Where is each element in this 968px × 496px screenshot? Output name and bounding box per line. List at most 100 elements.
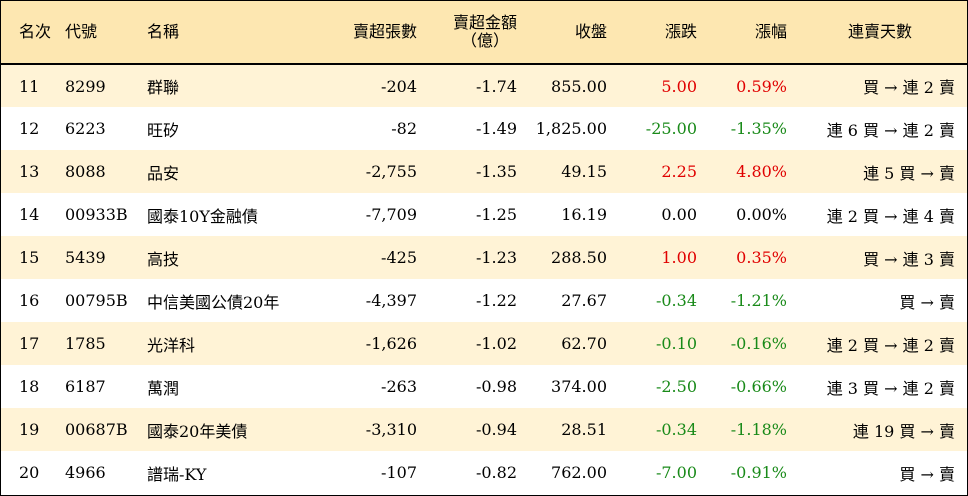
header-close[interactable]: 收盤 [574,22,607,41]
cell-close: 49.15 [561,162,607,181]
cell-change-pct: -0.16% [730,334,787,353]
cell-net-sell-amount: -1.25 [475,205,517,224]
table-row[interactable]: 19 00687B 國泰20年美債 -3,310 -0.94 28.51 -0.34 -1.1… [1,408,967,451]
cell-rank: 12 [19,119,40,138]
cell-rank: 19 [19,420,40,439]
cell-change-pct: -1.18% [730,420,787,439]
cell-rank: 14 [19,205,40,224]
table-row[interactable]: 17 1785 光洋科 -1,626 -1.02 62.70 -0.10 -0.16% 連 2 … [1,322,967,365]
cell-name: 譜瑞-KY [147,464,207,484]
cell-close: 1,825.00 [535,119,607,138]
table-body: 11 8299 群聯 -204 -1.74 855.00 5.00 0.59% 買 → 連 2 … [1,64,967,494]
cell-code: 6187 [65,377,106,396]
cell-name: 國泰20年美債 [147,421,248,441]
table-row[interactable]: 20 4966 譜瑞-KY -107 -0.82 762.00 -7.00 -0.91% 買 →… [1,451,967,494]
cell-change: -25.00 [645,119,697,138]
cell-change-pct: 0.00% [736,205,787,224]
cell-streak: 連 2 買 → 連 2 賣 [826,335,955,355]
cell-change: -7.00 [655,463,697,482]
cell-close: 288.50 [551,248,607,267]
cell-close: 16.19 [561,205,607,224]
cell-streak: 買 → 連 2 賣 [863,78,955,97]
cell-rank: 18 [19,377,40,396]
cell-net-sell-shares: -204 [381,76,417,96]
cell-net-sell-shares: -7,709 [365,205,417,224]
cell-change: 0.00 [661,205,697,224]
header-net-sell-amount[interactable]: 賣超金額 （億） [423,1,523,64]
header-net-sell-shares[interactable]: 賣超張數 [352,22,417,41]
cell-change-pct: -1.21% [730,291,787,310]
cell-streak: 連 19 買 → 賣 [852,421,955,441]
header-change[interactable]: 漲跌 [664,22,697,41]
header-rank[interactable]: 名次 [19,22,52,41]
cell-change-pct: 0.59% [736,76,787,96]
cell-rank: 17 [19,334,40,353]
cell-net-sell-amount: -1.35 [475,162,517,181]
header-net-sell-amount-unit: （億） [460,31,509,50]
table-row[interactable]: 16 00795B 中信美國公債20年 -4,397 -1.22 27.67 -0.34 -1… [1,279,967,322]
cell-net-sell-amount: -0.82 [475,463,517,482]
header-streak[interactable]: 連賣天數 [847,22,912,41]
cell-rank: 11 [19,76,40,96]
cell-change: -0.34 [655,420,697,439]
table-row[interactable]: 15 5439 高技 -425 -1.23 288.50 1.00 0.35% 買 → 連 3 … [1,236,967,279]
cell-streak: 連 5 買 → 賣 [863,163,955,183]
cell-change-pct: 0.35% [736,248,787,267]
cell-net-sell-shares: -1,626 [365,334,417,353]
cell-net-sell-shares: -107 [381,463,417,482]
cell-name: 中信美國公債20年 [147,292,280,312]
table-row[interactable]: 11 8299 群聯 -204 -1.74 855.00 5.00 0.59% 買 → 連 2 … [1,64,967,107]
cell-change-pct: 4.80% [736,162,787,181]
cell-code: 8088 [65,162,106,181]
cell-change: 1.00 [661,248,697,267]
cell-name: 高技 [147,249,180,269]
cell-name: 旺矽 [147,120,180,140]
table-row[interactable]: 12 6223 旺矽 -82 -1.49 1,825.00 -25.00 -1.35% 連 6 … [1,107,967,150]
cell-code: 00687B [65,420,128,439]
header-net-sell-amount-label: 賣超金額 （億） [453,14,517,50]
header-change-pct[interactable]: 漲幅 [754,22,787,41]
table-row[interactable]: 18 6187 萬潤 -263 -0.98 374.00 -2.50 -0.66% 連 3 買 … [1,365,967,408]
cell-name: 群聯 [147,78,180,97]
cell-rank: 16 [19,291,40,310]
cell-streak: 連 6 買 → 連 2 賣 [826,120,955,140]
header-code[interactable]: 代號 [65,22,98,41]
cell-code: 00933B [65,205,128,224]
header-net-sell-amount-title: 賣超金額 [452,13,517,32]
cell-change: 2.25 [661,162,697,181]
header-name[interactable]: 名稱 [147,22,180,41]
cell-rank: 13 [19,162,40,181]
cell-code: 6223 [65,119,106,138]
cell-net-sell-shares: -3,310 [365,420,417,439]
cell-rank: 20 [19,463,40,482]
cell-code: 8299 [65,76,106,96]
cell-close: 27.67 [561,291,607,310]
cell-name: 光洋科 [147,335,196,355]
cell-net-sell-shares: -82 [391,119,417,138]
cell-code: 5439 [65,248,106,267]
cell-close: 855.00 [551,76,607,96]
cell-change: 5.00 [661,76,697,96]
cell-code: 00795B [65,291,128,310]
table-row[interactable]: 13 8088 品安 -2,755 -1.35 49.15 2.25 4.80% 連 5 買 →… [1,150,967,193]
cell-name: 國泰10Y金融債 [147,206,258,226]
cell-streak: 連 3 買 → 連 2 賣 [826,378,955,398]
cell-code: 1785 [65,334,106,353]
cell-net-sell-amount: -1.02 [475,334,517,353]
cell-net-sell-amount: -1.23 [475,248,517,267]
cell-net-sell-shares: -4,397 [365,291,417,310]
table-header-row: 名次 代號 名稱 賣超張數 賣超金額 （億） 收盤 漲跌 漲幅 連賣天數 [1,1,967,64]
cell-net-sell-shares: -425 [381,248,417,267]
cell-change-pct: -0.66% [730,377,787,396]
table-row[interactable]: 14 00933B 國泰10Y金融債 -7,709 -1.25 16.19 0.00 0.00… [1,193,967,236]
cell-change-pct: -0.91% [730,463,787,482]
cell-change: -0.10 [655,334,697,353]
cell-name: 萬潤 [147,378,180,398]
cell-streak: 買 → 連 3 賣 [863,249,955,269]
cell-change: -0.34 [655,291,697,310]
cell-close: 374.00 [551,377,607,396]
cell-close: 62.70 [561,334,607,353]
cell-name: 品安 [147,163,180,183]
